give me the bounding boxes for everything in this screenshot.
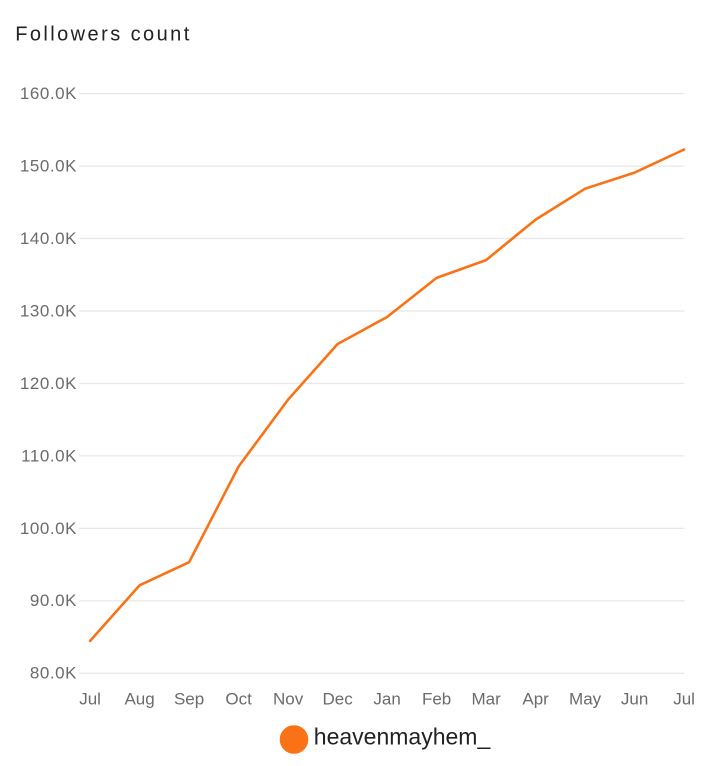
svg-text:Oct: Oct — [225, 689, 252, 708]
svg-text:May: May — [569, 689, 602, 708]
svg-text:Dec: Dec — [322, 689, 353, 708]
svg-text:150.0K: 150.0K — [20, 157, 77, 176]
svg-text:80.0K: 80.0K — [30, 664, 77, 683]
svg-text:110.0K: 110.0K — [21, 446, 77, 465]
svg-text:Jan: Jan — [373, 689, 400, 708]
svg-text:Sep: Sep — [174, 689, 204, 708]
svg-text:Followers count: Followers count — [15, 24, 192, 46]
svg-text:Mar: Mar — [471, 689, 501, 708]
svg-text:100.0K: 100.0K — [20, 519, 77, 538]
svg-text:heavenmayhem_: heavenmayhem_ — [314, 724, 492, 750]
svg-text:Jul: Jul — [673, 689, 695, 708]
svg-text:90.0K: 90.0K — [30, 591, 77, 610]
svg-text:160.0K: 160.0K — [20, 84, 77, 103]
svg-text:Jul: Jul — [79, 689, 101, 708]
svg-text:140.0K: 140.0K — [20, 229, 77, 248]
svg-text:Aug: Aug — [124, 689, 154, 708]
svg-text:Nov: Nov — [273, 689, 304, 708]
svg-text:120.0K: 120.0K — [20, 374, 77, 393]
svg-text:Apr: Apr — [522, 689, 549, 708]
svg-text:130.0K: 130.0K — [20, 301, 77, 320]
svg-text:Feb: Feb — [422, 689, 451, 708]
svg-text:Jun: Jun — [621, 689, 648, 708]
